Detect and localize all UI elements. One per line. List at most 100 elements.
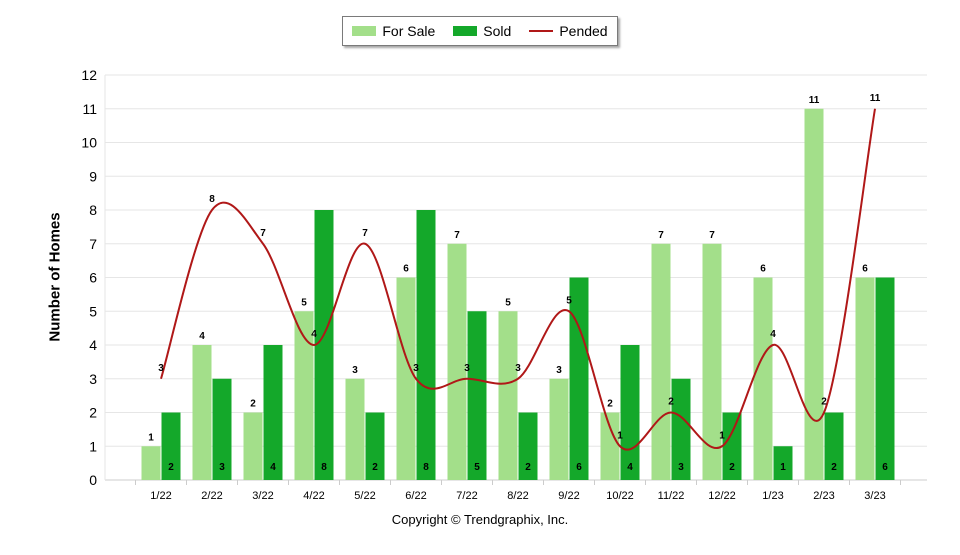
- data-label-sold: 5: [474, 462, 480, 473]
- x-tick-label: 8/22: [507, 490, 528, 502]
- legend-swatch-pended: [529, 30, 554, 32]
- bar-sold: [773, 446, 793, 480]
- bar-for-sale: [804, 108, 824, 480]
- bar-sold: [314, 210, 334, 480]
- data-label-sold: 2: [525, 462, 531, 473]
- y-tick-label: 11: [82, 101, 97, 117]
- data-label-pended: 7: [362, 228, 368, 239]
- x-tick-label: 7/22: [456, 490, 477, 502]
- bar-sold: [569, 277, 589, 480]
- bar-sold: [263, 345, 283, 480]
- bar-sold: [875, 277, 895, 480]
- data-label-pended: 2: [821, 397, 827, 408]
- bar-for-sale: [651, 243, 671, 480]
- y-tick-label: 12: [81, 67, 97, 83]
- data-label-sold: 3: [219, 462, 225, 473]
- x-tick-label: 2/22: [201, 490, 222, 502]
- data-label-sold: 2: [372, 462, 378, 473]
- legend-item-sold: Sold: [453, 23, 511, 39]
- y-tick-label: 4: [89, 337, 97, 353]
- bar-sold: [518, 412, 538, 480]
- copyright-footer: Copyright © Trendgraphix, Inc.: [391, 512, 569, 527]
- legend-swatch-for-sale: [352, 26, 377, 36]
- data-label-sold: 2: [168, 462, 174, 473]
- data-label-pended: 8: [209, 194, 215, 205]
- bar-for-sale: [141, 446, 161, 480]
- y-tick-label: 1: [89, 438, 97, 454]
- data-label-for-sale: 2: [607, 399, 613, 410]
- data-label-sold: 1: [780, 462, 786, 473]
- data-label-sold: 2: [831, 462, 837, 473]
- data-label-pended: 5: [566, 295, 572, 306]
- line-pended: [160, 108, 876, 451]
- data-label-for-sale: 6: [403, 264, 409, 275]
- data-label-for-sale: 7: [454, 230, 460, 241]
- y-tick-label: 8: [89, 202, 97, 218]
- bar-for-sale: [243, 412, 263, 480]
- data-label-pended: 7: [260, 228, 266, 239]
- bar-for-sale: [855, 277, 875, 480]
- data-label-sold: 4: [627, 462, 633, 473]
- data-label-pended: 1: [719, 430, 725, 441]
- x-tick-label: 9/22: [558, 490, 579, 502]
- bar-for-sale: [549, 378, 569, 480]
- bar-sold: [161, 412, 181, 480]
- data-label-for-sale: 3: [352, 365, 358, 376]
- bar-sold: [365, 412, 385, 480]
- data-label-for-sale: 7: [709, 230, 715, 241]
- bar-for-sale: [447, 243, 467, 480]
- data-label-pended: 3: [158, 363, 164, 374]
- legend-label-for-sale: For Sale: [382, 23, 436, 39]
- legend-item-pended: Pended: [529, 23, 608, 39]
- legend-label-sold: Sold: [483, 23, 512, 39]
- legend: For Sale Sold Pended: [342, 16, 618, 46]
- bar-for-sale: [702, 243, 722, 480]
- data-label-sold: 6: [576, 462, 582, 473]
- data-label-pended: 3: [464, 363, 470, 374]
- data-label-pended: 4: [770, 329, 776, 340]
- y-tick-label: 6: [89, 270, 97, 286]
- bar-sold: [824, 412, 844, 480]
- x-tick-label: 3/22: [252, 490, 273, 502]
- data-label-for-sale: 6: [760, 264, 766, 275]
- y-tick-label: 2: [89, 405, 97, 421]
- x-tick-label: 2/23: [813, 490, 834, 502]
- data-label-pended: 3: [515, 363, 521, 374]
- bar-for-sale: [753, 277, 773, 480]
- data-label-sold: 3: [678, 462, 684, 473]
- data-label-for-sale: 4: [199, 331, 205, 342]
- data-label-pended: 11: [870, 93, 881, 104]
- x-tick-label: 5/22: [354, 490, 375, 502]
- legend-item-for-sale: For Sale: [352, 23, 435, 39]
- data-label-for-sale: 5: [505, 297, 511, 308]
- bar-sold: [416, 210, 436, 480]
- data-label-for-sale: 1: [148, 432, 154, 443]
- x-tick-label: 3/23: [864, 490, 885, 502]
- bar-for-sale: [192, 345, 212, 480]
- bar-sold: [722, 412, 742, 480]
- data-label-pended: 3: [413, 363, 419, 374]
- x-tick-label: 6/22: [405, 490, 426, 502]
- x-tick-label: 1/23: [762, 490, 783, 502]
- bar-sold: [212, 378, 232, 480]
- bar-for-sale: [345, 378, 365, 480]
- x-tick-label: 4/22: [303, 490, 324, 502]
- bar-sold: [467, 311, 487, 480]
- data-label-for-sale: 7: [658, 230, 664, 241]
- data-label-for-sale: 5: [301, 297, 307, 308]
- y-tick-label: 0: [89, 472, 97, 488]
- data-label-sold: 4: [270, 462, 276, 473]
- data-label-for-sale: 6: [862, 264, 868, 275]
- y-tick-label: 5: [89, 303, 97, 319]
- y-axis-title: Number of Homes: [46, 212, 64, 342]
- x-tick-label: 11/22: [658, 490, 685, 502]
- y-tick-label: 7: [89, 236, 97, 252]
- data-label-pended: 2: [668, 397, 674, 408]
- y-tick-label: 3: [89, 371, 97, 387]
- data-label-sold: 2: [729, 462, 735, 473]
- bar-sold: [620, 345, 640, 480]
- x-tick-label: 1/22: [150, 490, 171, 502]
- bar-sold: [671, 378, 691, 480]
